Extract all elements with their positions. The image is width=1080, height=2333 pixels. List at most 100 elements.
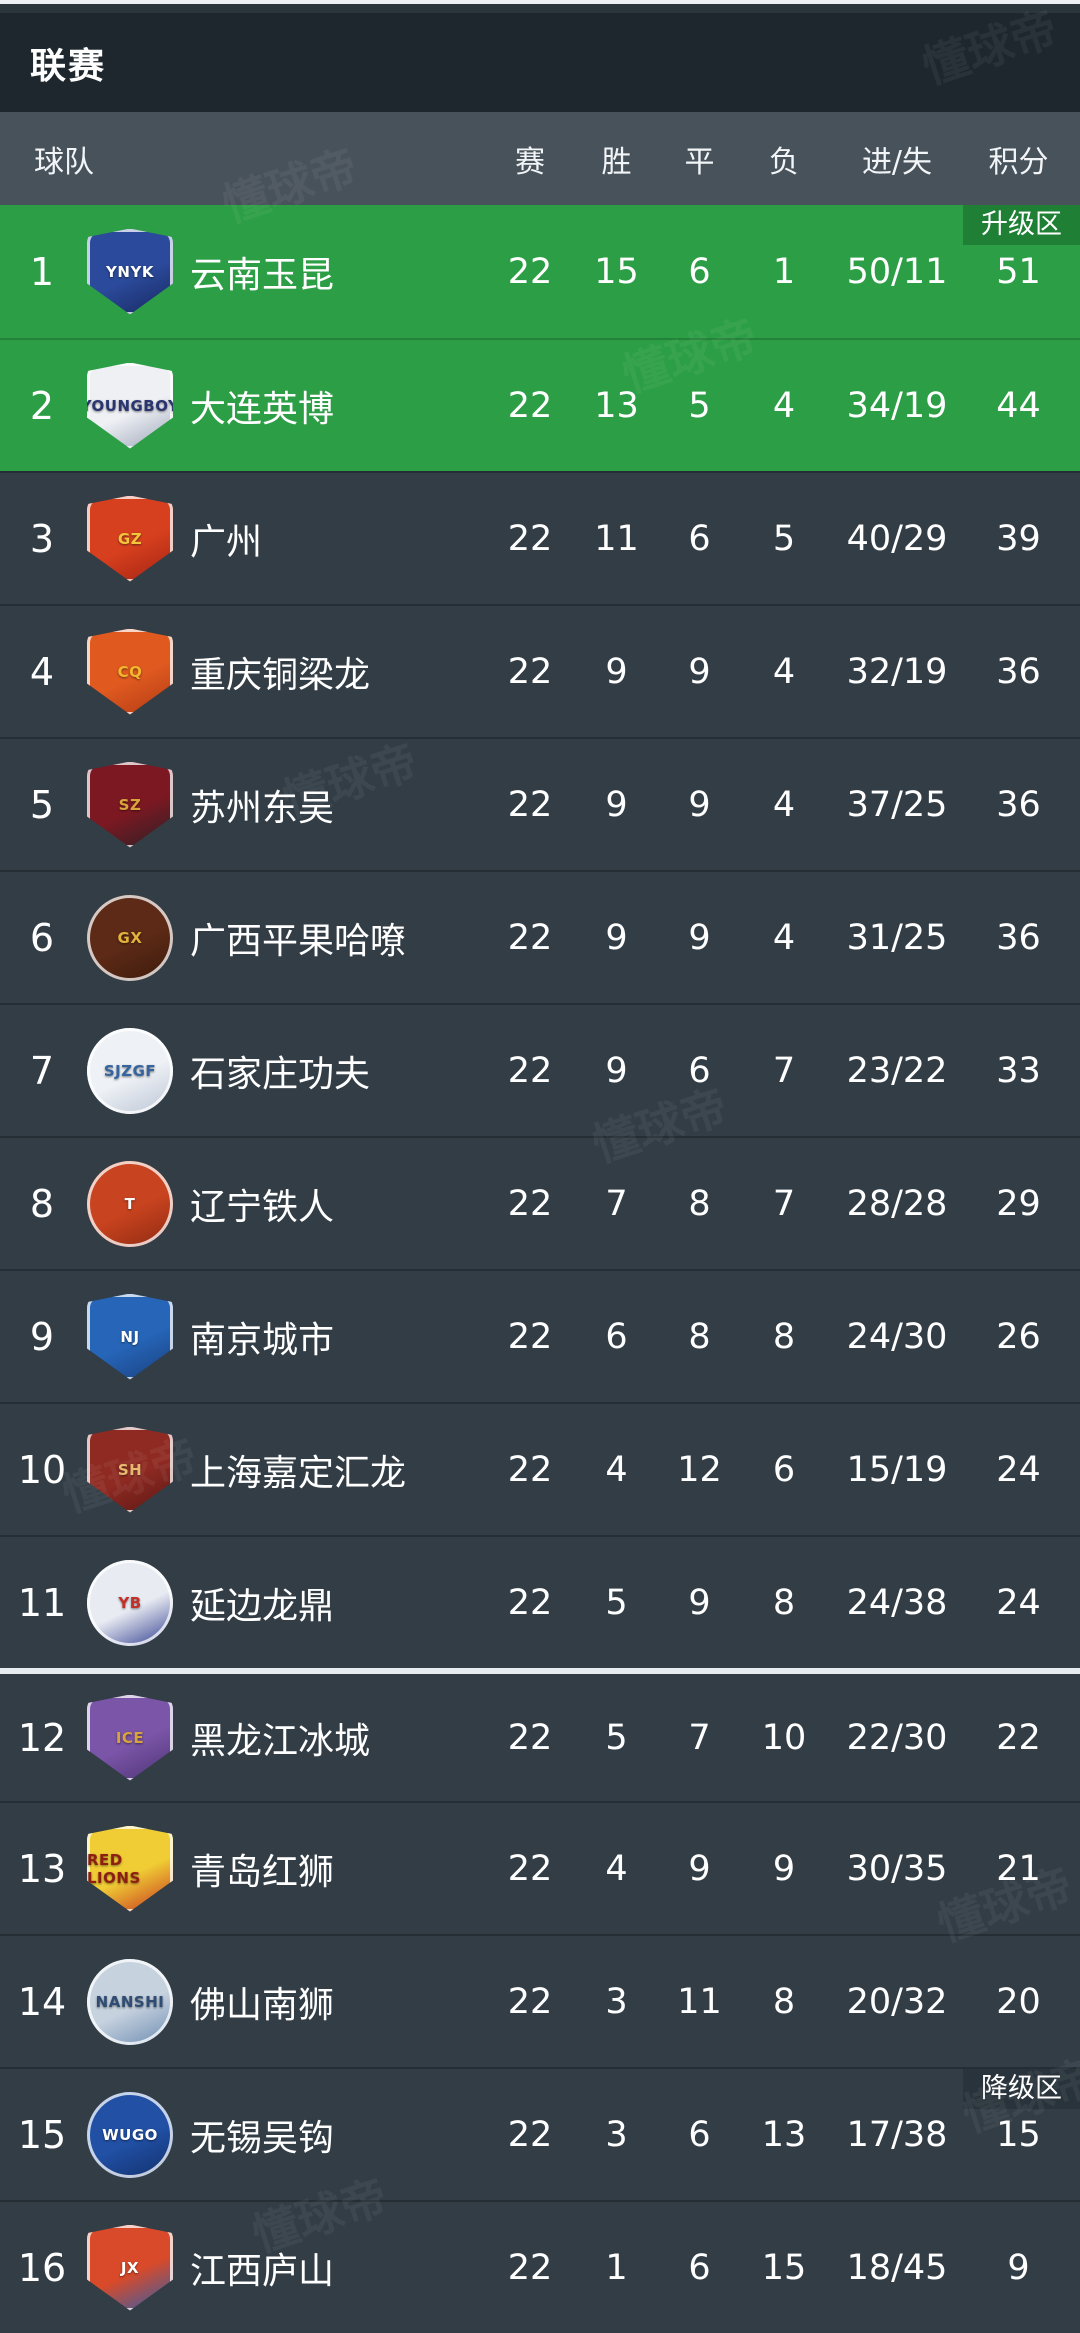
points: 33	[996, 1050, 1041, 1091]
draw: 6	[688, 2114, 711, 2155]
points: 51	[996, 251, 1041, 292]
team-logo-icon: WUGO	[87, 2091, 173, 2178]
team-name: 上海嘉定汇龙	[190, 1452, 407, 1494]
team-logo-icon: YB	[87, 1559, 173, 1646]
team-name: 延边龙鼎	[190, 1585, 335, 1627]
played: 22	[507, 784, 553, 825]
goals: 37/25	[846, 784, 948, 825]
win: 6	[605, 1316, 628, 1357]
played: 22	[507, 917, 553, 958]
draw: 11	[677, 1981, 722, 2022]
table-row[interactable]: 4 CQ 重庆铜梁龙 22 9 9 4 32/19 36	[0, 604, 1080, 737]
draw: 8	[688, 1316, 711, 1357]
team-name: 辽宁铁人	[190, 1186, 335, 1228]
loss: 10	[761, 1717, 807, 1758]
team-logo-icon: SH	[87, 1426, 173, 1513]
goals: 17/38	[846, 2114, 948, 2155]
team-logo-label: ICE	[115, 1728, 145, 1747]
loss: 4	[772, 784, 796, 825]
played: 22	[507, 2114, 553, 2155]
table-row[interactable]: 13 RED LIONS 青岛红狮 22 4 9 9 30/35 21	[0, 1801, 1080, 1934]
team-logo-label: NJ	[120, 1327, 140, 1346]
table-row[interactable]: 2 YOUNGBOY 大连英博 22 13 5 4 34/19 44	[0, 338, 1080, 471]
table-row[interactable]: 8 T 辽宁铁人 22 7 8 7 28/28 29	[0, 1136, 1080, 1269]
team-name: 佛山南狮	[190, 1984, 335, 2026]
draw: 9	[688, 784, 711, 825]
table-row[interactable]: 9 NJ 南京城市 22 6 8 8 24/30 26	[0, 1269, 1080, 1402]
table-row[interactable]: 15 WUGO 无锡吴钩 22 3 6 13 17/38 15 降级区	[0, 2067, 1080, 2200]
draw: 7	[688, 1717, 711, 1758]
table-row[interactable]: 11 YB 延边龙鼎 22 5 9 8 24/38 24	[0, 1535, 1080, 1668]
draw: 8	[688, 1183, 711, 1224]
team-logo-icon: CQ	[87, 628, 173, 715]
table-row[interactable]: 10 SH 上海嘉定汇龙 22 4 12 6 15/19 24	[0, 1402, 1080, 1535]
rank: 7	[29, 1048, 55, 1093]
team-name: 南京城市	[190, 1319, 335, 1361]
table-row[interactable]: 7 SJZGF 石家庄功夫 22 9 6 7 23/22 33	[0, 1003, 1080, 1136]
team-logo-label: SJZGF	[103, 1061, 157, 1080]
goals: 23/22	[846, 1050, 948, 1091]
table-row[interactable]: 3 GZ 广州 22 11 6 5 40/29 39	[0, 471, 1080, 604]
team-logo-icon: NJ	[87, 1293, 173, 1380]
points: 21	[996, 1848, 1041, 1889]
loss: 4	[772, 917, 796, 958]
goals: 32/19	[846, 651, 948, 692]
table-row[interactable]: 16 JX 江西庐山 22 1 6 15 18/45 9	[0, 2200, 1080, 2333]
points: 9	[1007, 2247, 1030, 2288]
team-name: 广州	[190, 521, 263, 563]
goals: 40/29	[846, 518, 948, 559]
draw: 9	[688, 917, 711, 958]
played: 22	[507, 1183, 553, 1224]
loss: 15	[761, 2247, 807, 2288]
played: 22	[507, 1449, 553, 1490]
points: 36	[996, 784, 1041, 825]
win: 9	[605, 651, 628, 692]
table-row[interactable]: 1 YNYK 云南玉昆 22 15 6 1 50/11 51 升级区	[0, 205, 1080, 338]
goals: 15/19	[846, 1449, 948, 1490]
rank: 13	[17, 1846, 67, 1891]
win: 9	[605, 784, 628, 825]
win: 5	[605, 1582, 628, 1623]
table-row[interactable]: 12 ICE 黑龙江冰城 22 5 7 10 22/30 22	[0, 1668, 1080, 1801]
team-logo-label: JX	[120, 2258, 140, 2277]
loss: 8	[772, 1582, 796, 1623]
loss: 7	[772, 1050, 796, 1091]
team-logo-icon: JX	[87, 2224, 173, 2311]
played: 22	[507, 1050, 553, 1091]
column-win: 胜	[601, 144, 632, 180]
rank: 16	[17, 2245, 67, 2290]
team-logo-label: WUGO	[102, 2125, 158, 2144]
rank: 14	[17, 1979, 67, 2024]
column-team: 球队	[34, 144, 94, 180]
team-name: 广西平果哈嘹	[190, 920, 407, 962]
loss: 6	[772, 1449, 796, 1490]
table-row[interactable]: 5 SZ 苏州东吴 22 9 9 4 37/25 36	[0, 737, 1080, 870]
draw: 6	[688, 251, 711, 292]
rank: 4	[29, 649, 55, 694]
win: 9	[605, 1050, 628, 1091]
played: 22	[507, 1717, 553, 1758]
played: 22	[507, 1981, 553, 2022]
table-row[interactable]: 6 GX 广西平果哈嘹 22 9 9 4 31/25 36	[0, 870, 1080, 1003]
team-logo-label: YNYK	[106, 262, 154, 281]
rank: 8	[29, 1181, 55, 1226]
win: 4	[605, 1449, 628, 1490]
points: 20	[996, 1981, 1041, 2022]
loss: 1	[772, 251, 796, 292]
loss: 7	[772, 1183, 796, 1224]
points: 36	[996, 917, 1041, 958]
draw: 12	[677, 1449, 722, 1490]
team-logo-label: T	[124, 1194, 136, 1213]
team-name: 无锡吴钩	[190, 2117, 335, 2159]
points: 24	[996, 1582, 1041, 1623]
goals: 24/30	[846, 1316, 948, 1357]
played: 22	[507, 651, 553, 692]
win: 7	[605, 1183, 628, 1224]
loss: 9	[772, 1848, 796, 1889]
win: 13	[594, 385, 639, 426]
table-row[interactable]: 14 NANSHI 佛山南狮 22 3 11 8 20/32 20	[0, 1934, 1080, 2067]
rank: 15	[17, 2112, 67, 2157]
draw: 6	[688, 1050, 711, 1091]
team-name: 黑龙江冰城	[190, 1720, 371, 1762]
points: 26	[996, 1316, 1041, 1357]
